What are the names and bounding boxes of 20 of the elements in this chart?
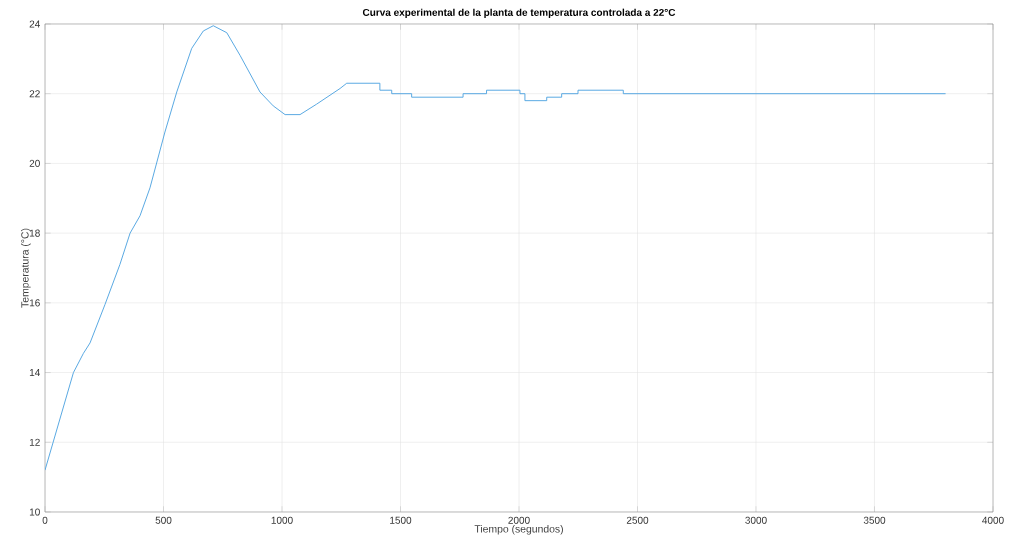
x-tick-label: 1000 <box>271 516 293 524</box>
x-tick-label: 3500 <box>863 516 886 524</box>
x-tick-label: 1500 <box>390 516 412 524</box>
y-tick-label: 24 <box>29 20 40 28</box>
y-tick-label: 12 <box>29 438 40 446</box>
y-axis-title: Temperatura (°C) <box>21 228 31 308</box>
x-tick-label: 2000 <box>508 516 530 524</box>
chart-title: Curva experimental de la planta de temperatura controlada a 22°C <box>362 8 676 18</box>
y-tick-label: 20 <box>29 159 40 167</box>
x-tick-label: 4000 <box>982 516 1004 524</box>
x-tick-label: 0 <box>42 516 48 524</box>
y-tick-label: 14 <box>29 369 40 376</box>
y-tick-label: 22 <box>29 90 40 98</box>
y-tick-label: 10 <box>29 508 40 516</box>
y-tick-label: 18 <box>29 229 40 237</box>
x-tick-label: 500 <box>155 516 172 524</box>
x-tick-label: 3000 <box>745 516 767 524</box>
y-tick-label: 16 <box>29 299 40 307</box>
x-tick-label: 2500 <box>626 516 649 524</box>
x-axis-title: Tiempo (segundos) <box>474 524 563 535</box>
